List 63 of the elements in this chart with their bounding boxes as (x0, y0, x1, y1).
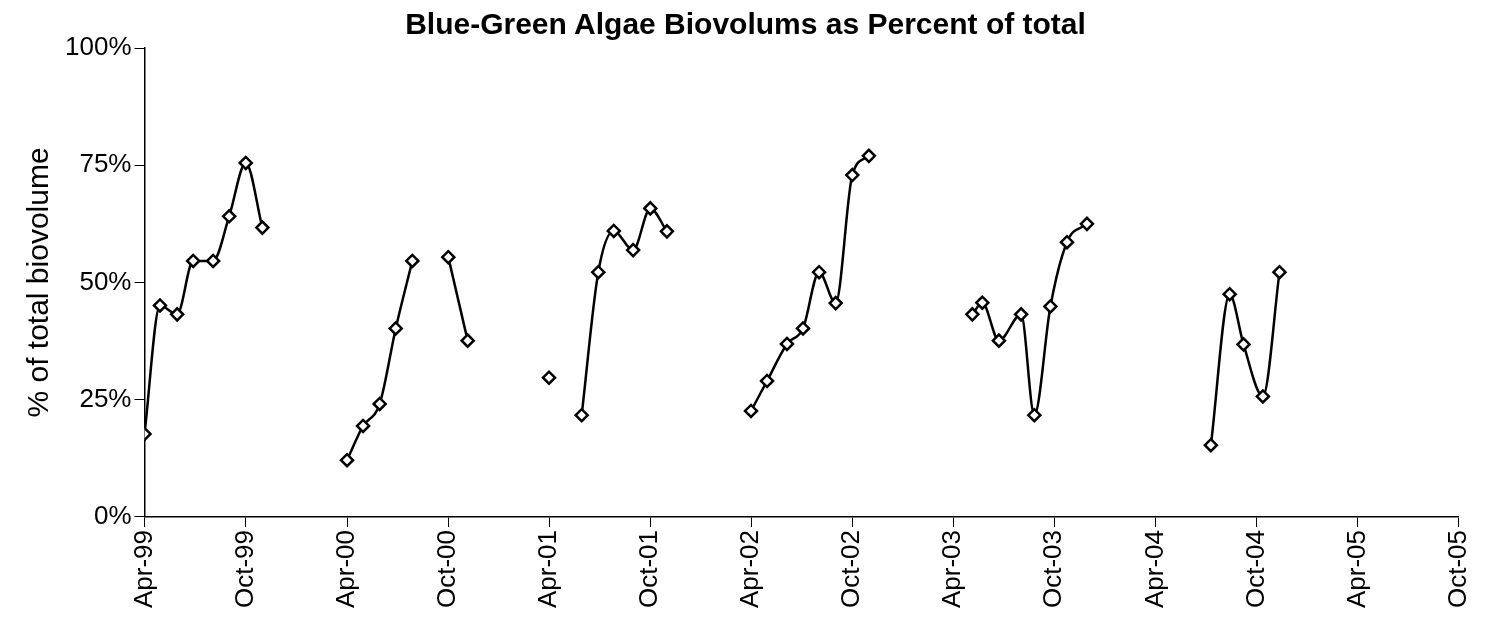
point (460, 333, 475, 348)
point (169, 307, 185, 322)
point (795, 321, 811, 336)
x-tick-label: Oct-02 (835, 529, 866, 608)
y-axis-title: % of total biovolume (21, 147, 55, 418)
point (1013, 307, 1029, 322)
point (1043, 299, 1058, 314)
chart-title: Blue-Green Algae Biovolums as Percent of total (405, 7, 1086, 41)
point (255, 220, 270, 235)
point (861, 148, 877, 164)
point (238, 155, 254, 171)
point (1027, 407, 1042, 423)
point (1059, 234, 1075, 250)
x-tick-label: Apr-02 (734, 529, 765, 609)
point (1203, 437, 1219, 453)
point (606, 223, 622, 239)
y-tick-label: 75% (79, 148, 132, 179)
x-tick-label: Oct-01 (633, 529, 664, 608)
point (372, 396, 387, 412)
x-tick-label: Oct-04 (1239, 529, 1270, 608)
point (185, 253, 201, 269)
y-tick-label: 100% (65, 31, 132, 62)
x-tick-label: Apr-05 (1340, 529, 1371, 609)
x-tick-label: Oct-05 (1441, 529, 1472, 608)
point (811, 264, 827, 280)
x-tick-label: Apr-03 (936, 529, 967, 609)
x-tick-label: Apr-01 (532, 529, 563, 609)
point (221, 209, 237, 224)
point (388, 321, 403, 336)
x-tick-label: Oct-03 (1037, 529, 1068, 608)
point (205, 253, 221, 269)
point (779, 336, 795, 352)
point (1079, 216, 1095, 232)
point (441, 249, 456, 265)
point (152, 298, 168, 313)
point (845, 167, 860, 183)
point (965, 307, 980, 322)
point (1236, 337, 1251, 352)
point (975, 295, 990, 310)
x-tick-label: Oct-00 (431, 529, 462, 608)
point (828, 295, 843, 311)
point (355, 418, 371, 434)
point (541, 370, 557, 385)
point (1272, 264, 1287, 280)
point (659, 224, 675, 239)
x-tick-label: Apr-00 (330, 529, 361, 609)
point (991, 333, 1007, 348)
point (759, 373, 775, 389)
y-tick-label: 0% (93, 500, 132, 531)
x-tick-label: Apr-04 (1138, 529, 1169, 609)
point (1222, 286, 1237, 302)
point (574, 407, 589, 423)
y-tick-label: 50% (79, 265, 132, 296)
point (591, 264, 606, 280)
y-tick-label: 25% (79, 382, 132, 413)
x-tick-label: Apr-99 (127, 529, 158, 609)
point (339, 452, 355, 468)
point (625, 242, 641, 258)
point (405, 253, 420, 269)
point (743, 403, 759, 419)
x-tick-label: Oct-99 (228, 529, 259, 608)
point (1255, 389, 1271, 404)
point (643, 201, 658, 216)
